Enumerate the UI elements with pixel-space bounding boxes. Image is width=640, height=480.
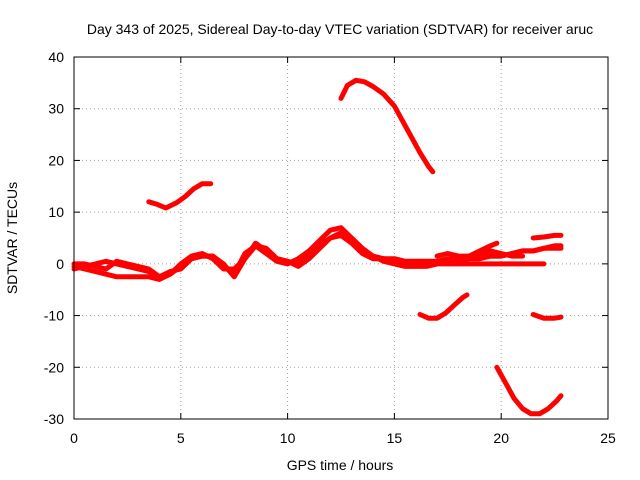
series-arc-5 bbox=[530, 232, 564, 241]
y-tick-label: 10 bbox=[48, 204, 64, 220]
series-arc-m10a bbox=[417, 292, 470, 321]
series-arc-m10b bbox=[530, 312, 564, 321]
y-tick-label: -30 bbox=[44, 411, 64, 427]
series-arc-high bbox=[338, 77, 436, 175]
data-series bbox=[71, 77, 564, 417]
x-axis-label: GPS time / hours bbox=[287, 457, 394, 473]
y-tick-label: 40 bbox=[48, 49, 64, 65]
y-tick-label: 30 bbox=[48, 101, 64, 117]
x-tick-label: 20 bbox=[493, 430, 509, 446]
chart-title: Day 343 of 2025, Sidereal Day-to-day VTE… bbox=[87, 21, 593, 37]
series-main-4 bbox=[445, 240, 500, 264]
series-arc-12 bbox=[146, 181, 214, 211]
series-main-3 bbox=[434, 243, 564, 259]
x-tick-label: 15 bbox=[387, 430, 403, 446]
x-tick-label: 10 bbox=[280, 430, 296, 446]
series-arc-low bbox=[494, 364, 564, 417]
y-axis-label: SDTVAR / TECUs bbox=[4, 182, 20, 294]
y-tick-label: -20 bbox=[44, 359, 64, 375]
x-tick-label: 0 bbox=[70, 430, 78, 446]
y-tick-label: -10 bbox=[44, 308, 64, 324]
plot-frame bbox=[73, 56, 609, 420]
x-tick-label: 25 bbox=[600, 430, 616, 446]
y-tick-label: 0 bbox=[56, 256, 64, 272]
x-tick-label: 5 bbox=[177, 430, 185, 446]
y-tick-label: 20 bbox=[48, 152, 64, 168]
